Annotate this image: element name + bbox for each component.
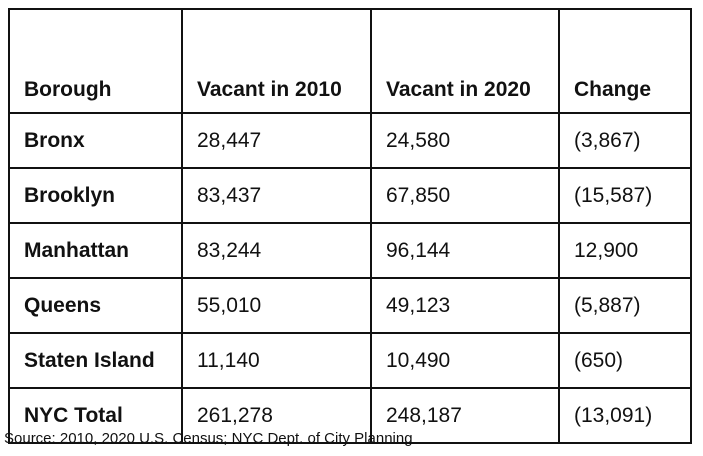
cell-vacant-2010: 83,244 (181, 222, 372, 279)
table-row: Bronx 28,447 24,580 (3,867) (8, 112, 692, 169)
cell-borough: NYC Total (8, 387, 183, 444)
cell-vacant-2020: 24,580 (370, 112, 560, 169)
cell-borough: Bronx (8, 112, 183, 169)
cell-vacant-2010: 55,010 (181, 277, 372, 334)
cell-borough: Queens (8, 277, 183, 334)
header-vacant-2020: Vacant in 2020 (370, 8, 560, 114)
table-row: Manhattan 83,244 96,144 12,900 (8, 222, 692, 279)
cell-vacant-2010: 83,437 (181, 167, 372, 224)
cell-change: (3,867) (558, 112, 692, 169)
table-row-total: NYC Total 261,278 248,187 (13,091) (8, 387, 692, 444)
cell-change: (650) (558, 332, 692, 389)
cell-vacant-2020: 49,123 (370, 277, 560, 334)
cell-change: 12,900 (558, 222, 692, 279)
cell-vacant-2020: 10,490 (370, 332, 560, 389)
table-body: Bronx 28,447 24,580 (3,867) Brooklyn 83,… (8, 112, 692, 444)
cell-borough: Staten Island (8, 332, 183, 389)
cell-vacant-2020: 248,187 (370, 387, 560, 444)
table-row: Brooklyn 83,437 67,850 (15,587) (8, 167, 692, 224)
cell-vacant-2020: 96,144 (370, 222, 560, 279)
cell-vacant-2010: 11,140 (181, 332, 372, 389)
vacancy-table-container: Borough Vacant in 2010 Vacant in 2020 Ch… (8, 8, 692, 444)
table-header: Borough Vacant in 2010 Vacant in 2020 Ch… (8, 8, 692, 114)
source-note: Source: 2010, 2020 U.S. Census; NYC Dept… (4, 430, 413, 447)
cell-change: (5,887) (558, 277, 692, 334)
cell-vacant-2010: 28,447 (181, 112, 372, 169)
cell-vacant-2010: 261,278 (181, 387, 372, 444)
table-row: Staten Island 11,140 10,490 (650) (8, 332, 692, 389)
header-row: Borough Vacant in 2010 Vacant in 2020 Ch… (8, 8, 692, 114)
cell-vacant-2020: 67,850 (370, 167, 560, 224)
header-change: Change (558, 8, 692, 114)
cell-change: (13,091) (558, 387, 692, 444)
table-row: Queens 55,010 49,123 (5,887) (8, 277, 692, 334)
header-vacant-2010: Vacant in 2010 (181, 8, 372, 114)
header-borough: Borough (8, 8, 183, 114)
cell-change: (15,587) (558, 167, 692, 224)
cell-borough: Brooklyn (8, 167, 183, 224)
vacancy-table: Borough Vacant in 2010 Vacant in 2020 Ch… (8, 8, 692, 444)
cell-borough: Manhattan (8, 222, 183, 279)
